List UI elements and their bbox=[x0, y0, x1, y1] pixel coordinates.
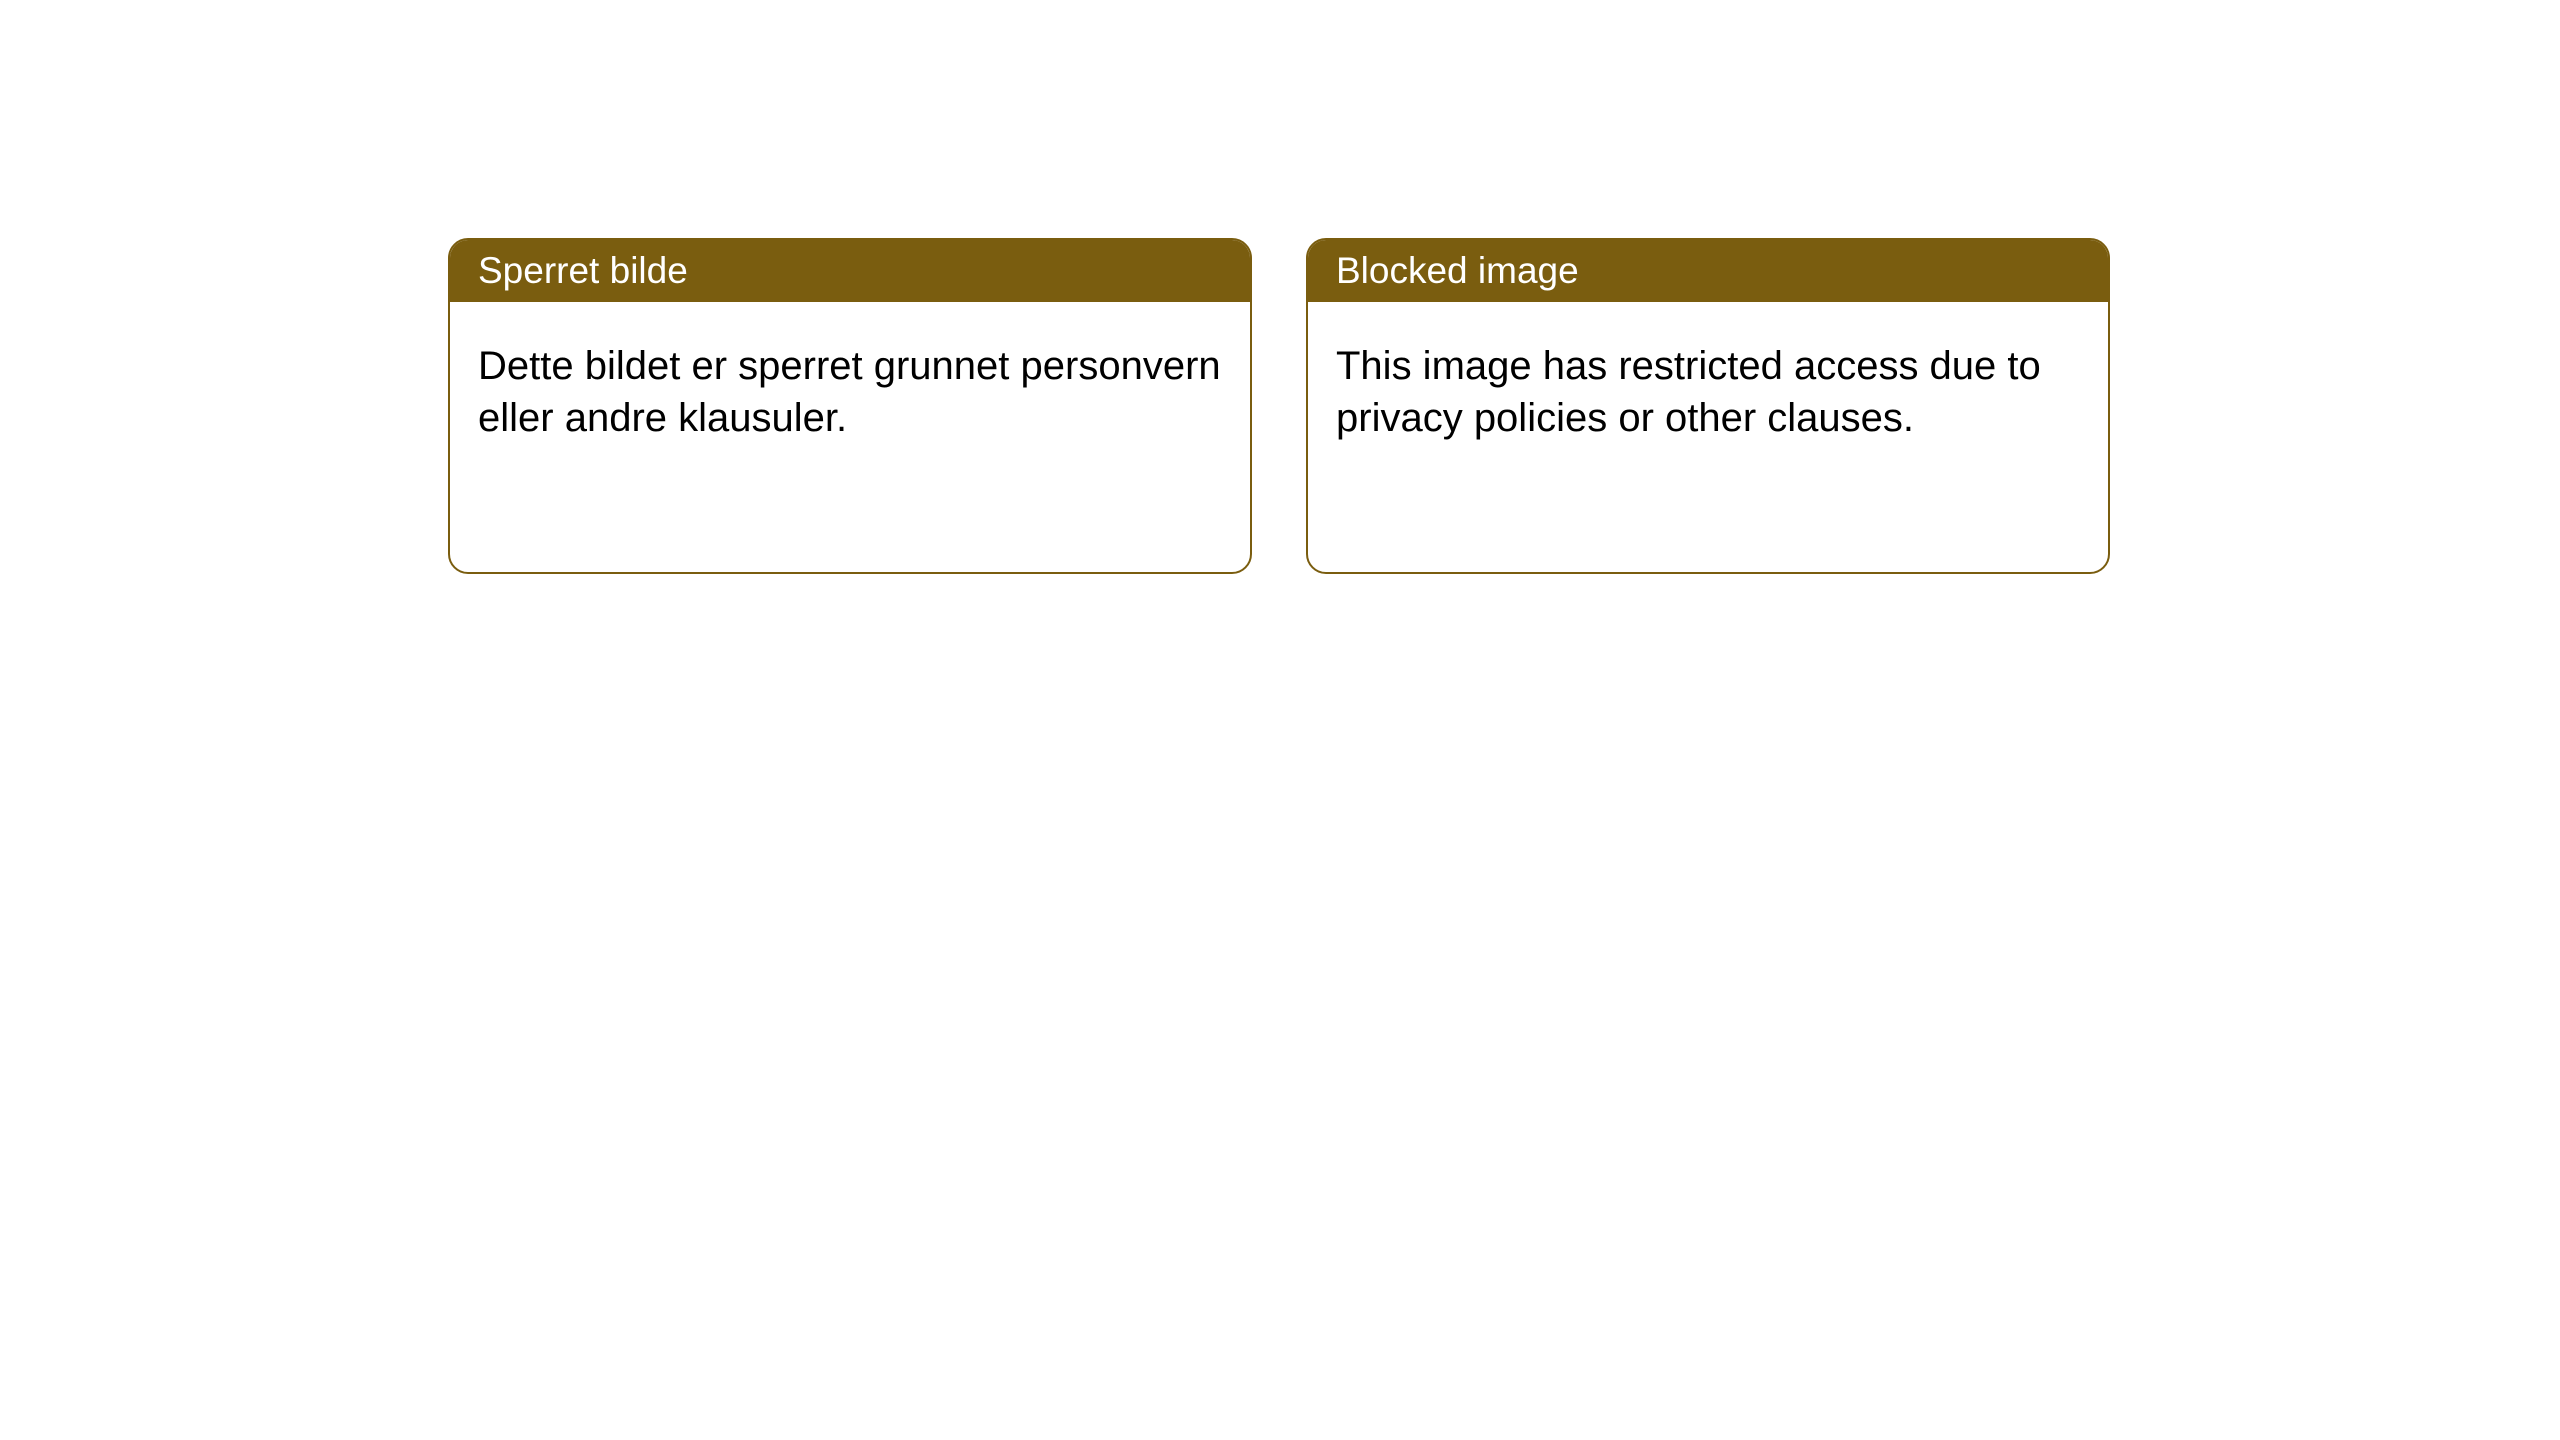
notice-card-norwegian: Sperret bilde Dette bildet er sperret gr… bbox=[448, 238, 1252, 574]
notice-cards-container: Sperret bilde Dette bildet er sperret gr… bbox=[0, 0, 2560, 574]
card-body: Dette bildet er sperret grunnet personve… bbox=[450, 302, 1250, 482]
notice-card-english: Blocked image This image has restricted … bbox=[1306, 238, 2110, 574]
card-title: Blocked image bbox=[1308, 240, 2108, 302]
card-body: This image has restricted access due to … bbox=[1308, 302, 2108, 482]
card-title: Sperret bilde bbox=[450, 240, 1250, 302]
